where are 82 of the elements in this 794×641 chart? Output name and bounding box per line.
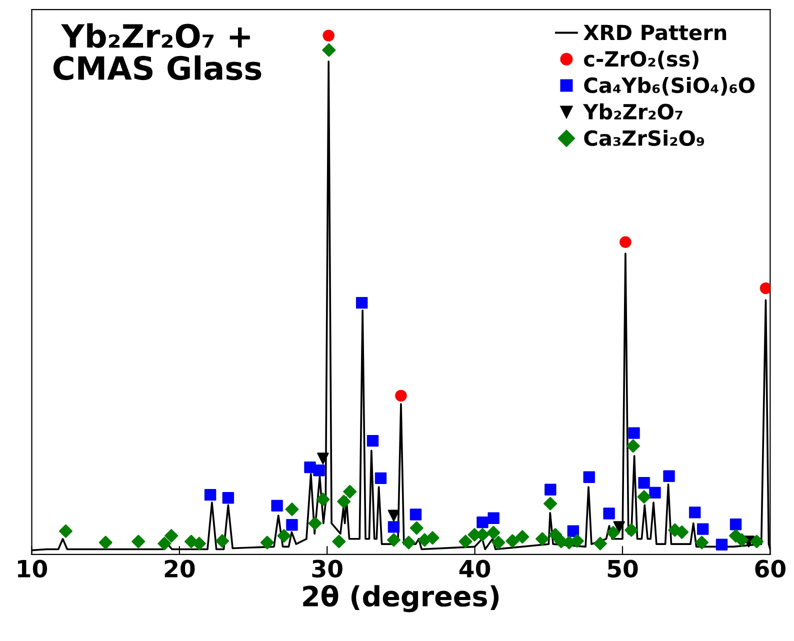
point: [626, 439, 640, 453]
x-tick-label: 50: [608, 560, 638, 578]
x-tick-label: 30: [312, 560, 342, 578]
point: [696, 523, 709, 535]
point: [395, 390, 407, 402]
point: [410, 508, 422, 520]
point: [286, 519, 298, 531]
point: [192, 536, 206, 550]
point: [308, 516, 322, 530]
point: [426, 531, 440, 545]
point: [760, 282, 770, 294]
point: [506, 534, 520, 548]
point: [322, 30, 334, 42]
point: [343, 484, 357, 498]
point: [613, 521, 625, 533]
point: [567, 525, 580, 537]
point: [628, 427, 640, 439]
point: [675, 525, 689, 539]
point: [317, 452, 329, 464]
point: [388, 510, 400, 522]
point: [388, 521, 400, 533]
legend-label: Ca₃ZrSi₂O₉: [584, 130, 704, 146]
point: [322, 43, 336, 57]
point: [536, 532, 550, 546]
point: [593, 536, 607, 550]
point: [730, 518, 742, 530]
point: [356, 296, 368, 309]
point: [260, 536, 274, 550]
point: [603, 508, 615, 520]
point: [544, 484, 556, 496]
point: [316, 492, 330, 506]
point: [132, 534, 146, 548]
point: [58, 524, 72, 538]
legend-label: Ca₄Yb₆(SiO₄)₆O: [584, 77, 755, 96]
point: [458, 534, 472, 548]
point: [277, 529, 291, 543]
point: [158, 536, 172, 550]
point: [271, 500, 283, 512]
x-axis-title: 2θ (degrees): [303, 584, 499, 612]
point: [516, 530, 530, 544]
point: [606, 526, 620, 540]
point: [402, 536, 416, 550]
point: [689, 506, 701, 518]
x-tick-label: 40: [459, 560, 490, 578]
legend-label: Yb₂Zr₂O₇: [582, 103, 682, 120]
point: [164, 529, 178, 543]
point: [410, 521, 424, 535]
point: [624, 523, 638, 537]
x-tick-label: 10: [18, 560, 48, 578]
point: [313, 464, 325, 476]
point: [750, 534, 764, 548]
point: [544, 496, 558, 510]
point: [649, 486, 661, 499]
legend-label: XRD Pattern: [584, 24, 726, 40]
point: [285, 502, 299, 516]
point: [492, 536, 506, 550]
point: [337, 494, 351, 508]
point: [222, 492, 234, 504]
x-tick-label: 60: [755, 560, 786, 578]
point: [216, 534, 230, 548]
point: [716, 538, 728, 550]
point: [366, 434, 379, 447]
point: [663, 470, 675, 482]
point: [386, 533, 400, 547]
point: [695, 536, 709, 550]
point: [548, 528, 562, 542]
point: [638, 477, 650, 489]
point: [583, 471, 595, 483]
x-tick-label: 20: [164, 560, 195, 578]
point: [476, 516, 488, 528]
point: [735, 533, 749, 547]
point: [98, 536, 112, 550]
point: [374, 472, 387, 484]
point: [332, 534, 346, 548]
point: [637, 490, 651, 504]
point: [204, 488, 216, 501]
point: [486, 526, 500, 540]
point: [488, 512, 500, 524]
point: [570, 534, 584, 548]
legend-label: c-ZrO₂(ss): [584, 50, 698, 70]
chart-title: Yb₂Zr₂O₇ + CMAS Glass: [53, 23, 262, 80]
point: [620, 236, 632, 248]
